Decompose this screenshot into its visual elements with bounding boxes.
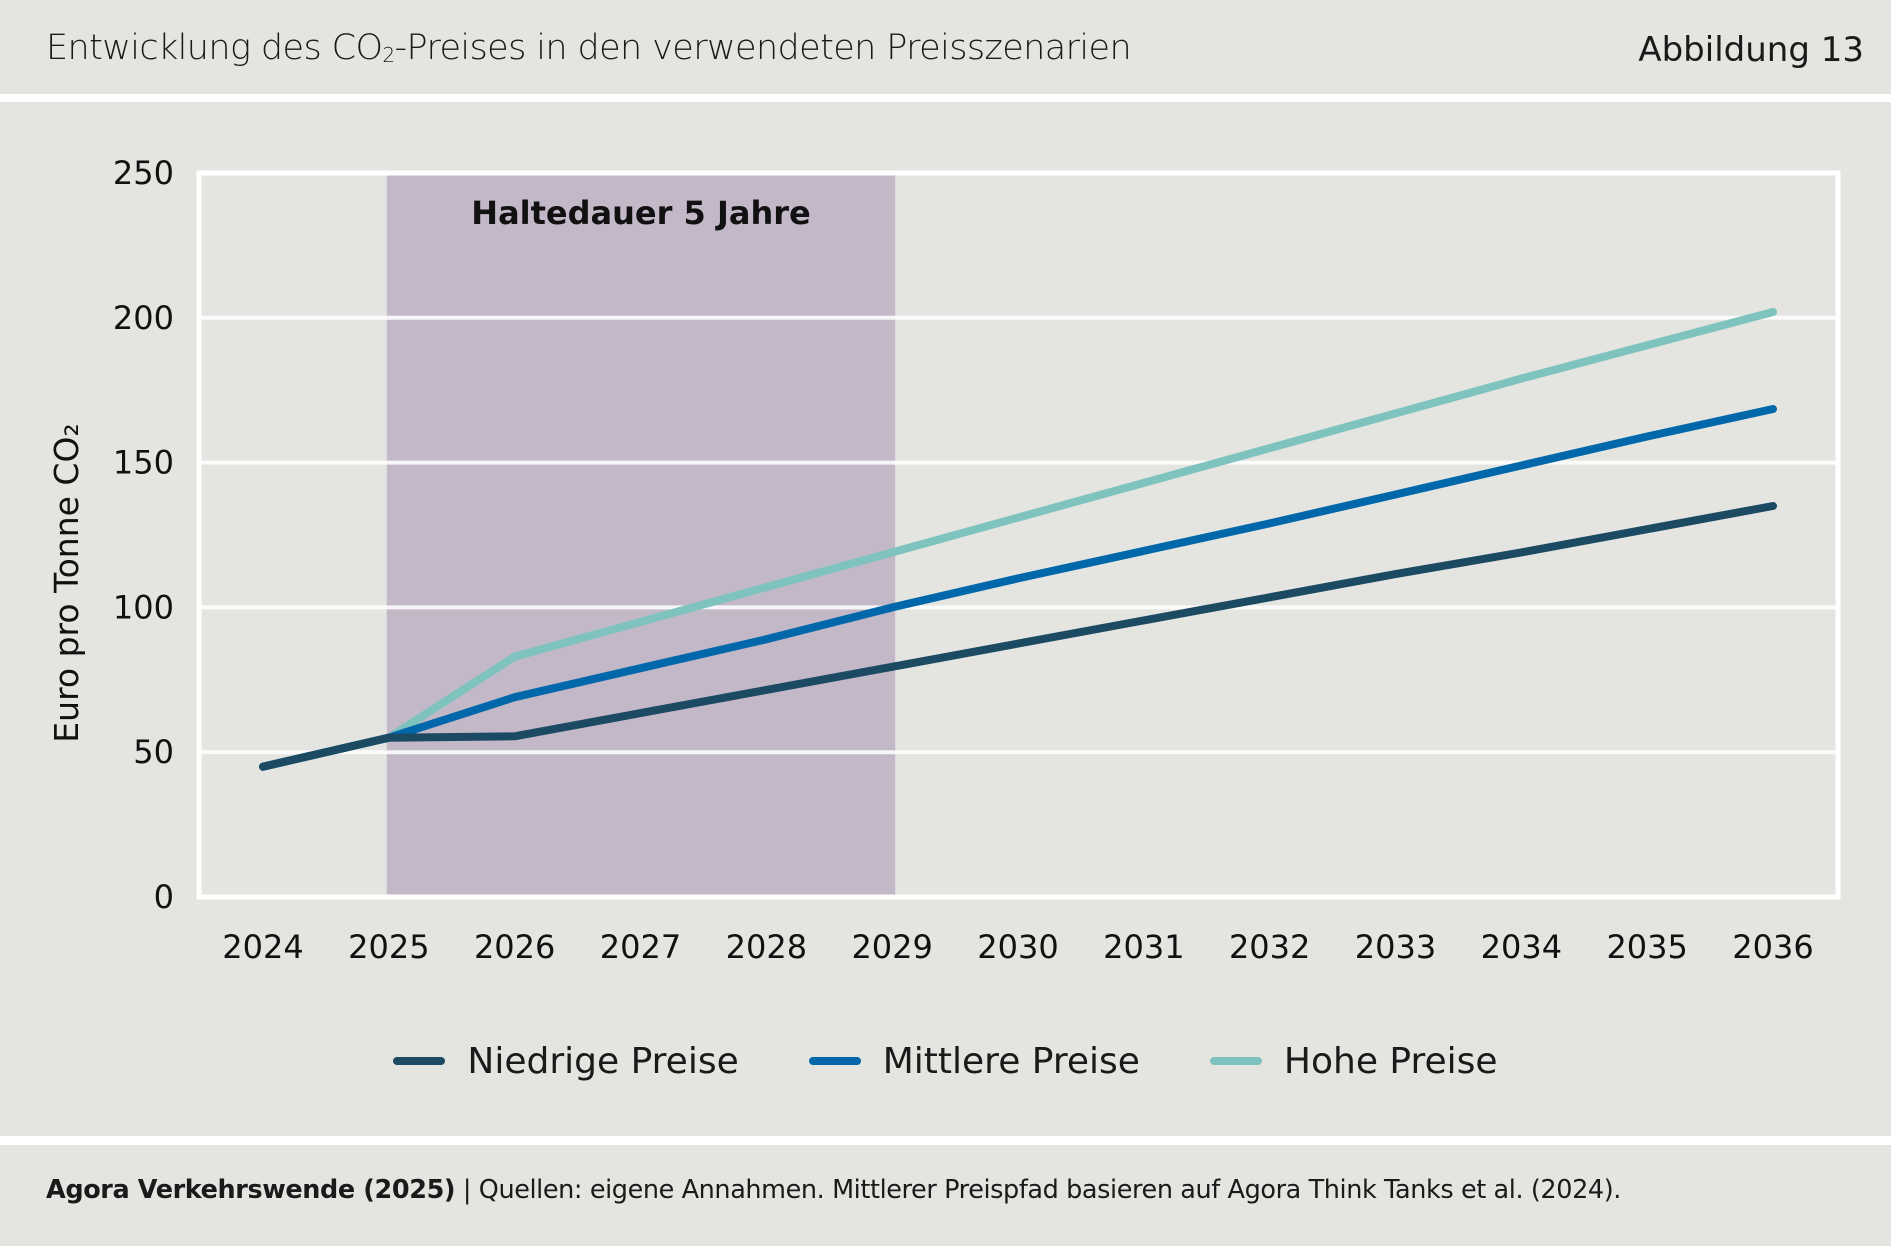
chart-panel (0, 102, 1891, 1136)
y-tick-label: 50 (133, 733, 174, 771)
x-tick-label: 2025 (348, 928, 429, 966)
legend-item: Niedrige Preise (393, 1036, 739, 1086)
series-lines (259, 308, 1777, 771)
legend-label: Niedrige Preise (467, 1040, 739, 1082)
shaded-region-layer: Haltedauer 5 Jahre (386, 173, 896, 897)
legend-item: Hohe Preise (1209, 1036, 1498, 1086)
x-tick-label: 2024 (222, 928, 303, 966)
shaded-region-label: Haltedauer 5 Jahre (471, 194, 810, 232)
y-axis-label: Euro pro Tonne CO₂ (47, 423, 86, 742)
figure-number: Abbildung 13 (1638, 30, 1864, 70)
legend-swatch (393, 1057, 446, 1065)
y-tick-label: 150 (113, 444, 174, 482)
plot-frame (196, 170, 1841, 900)
legend-item: Mittlere Preise (808, 1036, 1140, 1086)
x-tick-label: 2035 (1606, 928, 1687, 966)
y-tick-label: 100 (113, 588, 174, 626)
x-tick-label: 2028 (726, 928, 807, 966)
y-tick-label: 250 (113, 154, 174, 192)
shaded-region (386, 173, 896, 897)
legend-swatch (808, 1057, 861, 1065)
x-tick-label: 2029 (851, 928, 932, 966)
x-tick-label: 2036 (1732, 928, 1813, 966)
series-line-niedrige-preise (259, 502, 1777, 771)
plot-border (196, 170, 1841, 900)
figure-footer: Agora Verkehrswende (2025) | Quellen: ei… (0, 1145, 1891, 1246)
source-author: Agora Verkehrswende (2025) (46, 1175, 456, 1205)
x-tick-label: 2033 (1355, 928, 1436, 966)
x-tick-label: 2026 (474, 928, 555, 966)
source-separator: | (455, 1175, 479, 1205)
x-axis-ticks: 2024 2025 2026 2027 2028 2029 2030 2031 2032 2033… (222, 928, 1813, 966)
x-tick-label: 2034 (1481, 928, 1562, 966)
legend-label: Hohe Preise (1283, 1040, 1498, 1082)
y-tick-label: 200 (113, 299, 174, 337)
legend-swatch (1209, 1057, 1262, 1065)
source-text: Quellen: eigene Annahmen. Mittlerer Prei… (478, 1175, 1622, 1205)
gridlines (199, 315, 1838, 755)
figure-header: Entwicklung des CO2-Preises in den verwe… (0, 0, 1891, 94)
y-axis-ticks: 0 50 100 150 200 250 (113, 154, 174, 916)
title-prefix: Entwicklung des CO (46, 28, 383, 68)
chart-title: Entwicklung des CO2-Preises in den verwe… (46, 28, 1132, 68)
series-line-hohe-preise (259, 308, 1777, 771)
x-tick-label: 2031 (1103, 928, 1184, 966)
x-tick-label: 2030 (977, 928, 1058, 966)
title-subscript: 2 (382, 43, 395, 67)
y-tick-label: 0 (154, 878, 174, 916)
title-suffix: -Preises in den verwendeten Preisszenari… (394, 28, 1132, 68)
legend: Niedrige Preise Mittlere Preise Hohe Preis… (0, 1036, 1891, 1086)
source-note: Agora Verkehrswende (2025) | Quellen: ei… (46, 1175, 1621, 1205)
series-line-mittlere-preise (259, 405, 1777, 771)
x-tick-label: 2027 (600, 928, 681, 966)
legend-label: Mittlere Preise (882, 1040, 1140, 1082)
x-tick-label: 2032 (1229, 928, 1310, 966)
